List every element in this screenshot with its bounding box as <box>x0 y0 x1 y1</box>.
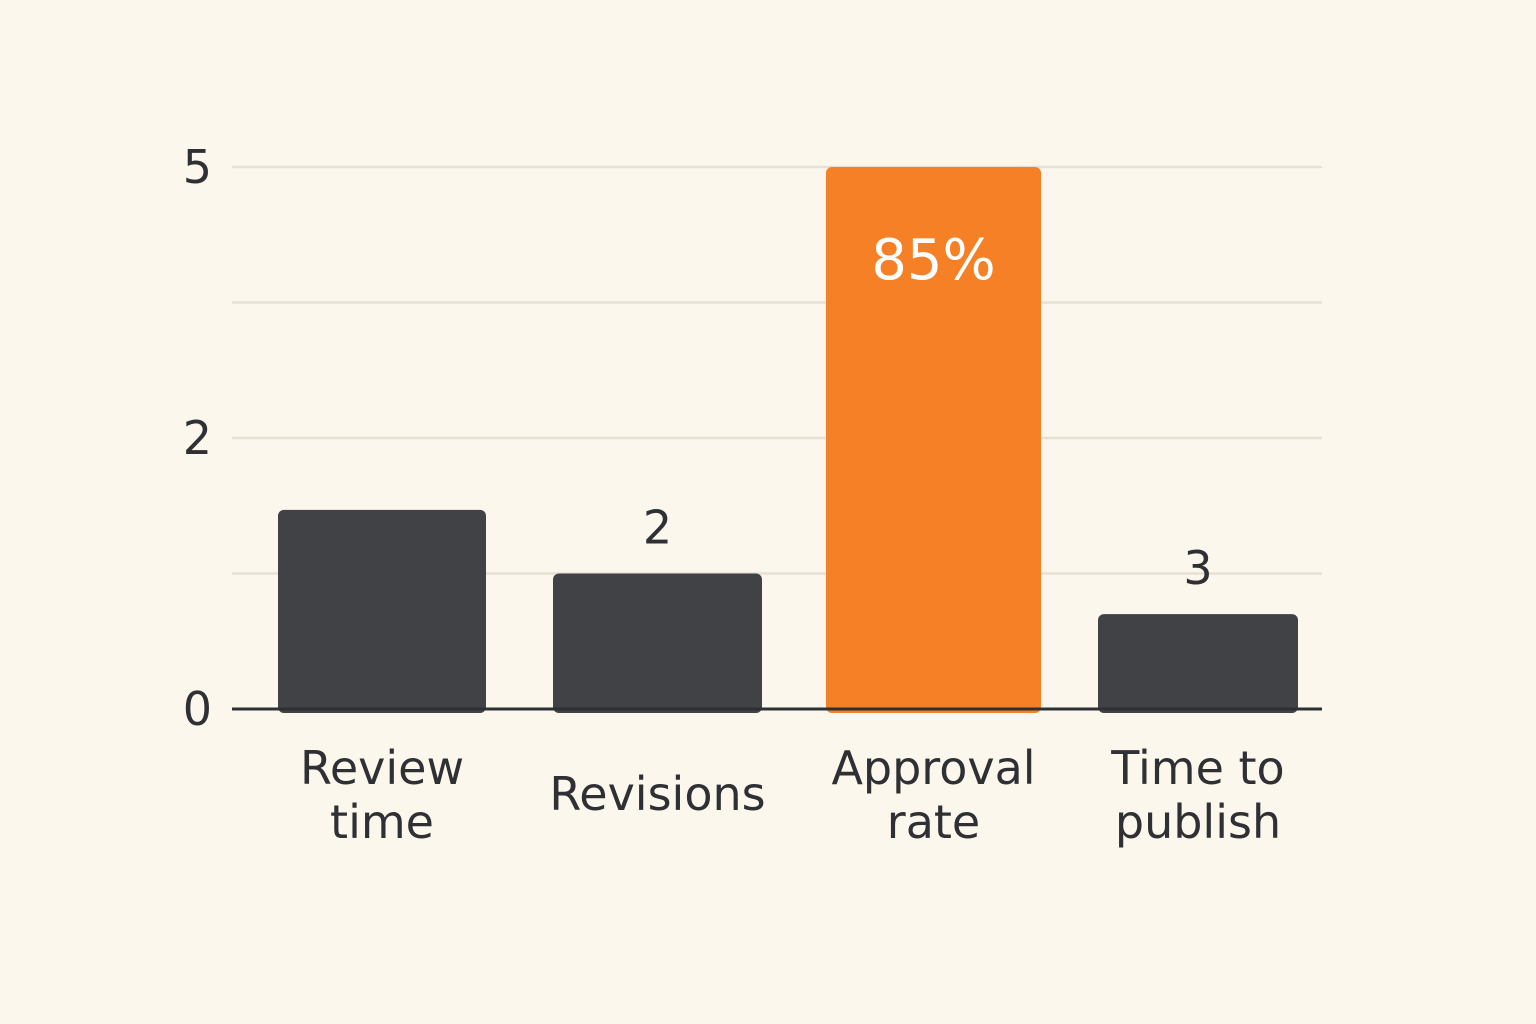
data-labels: 2 85% 3 <box>643 228 1213 595</box>
category-label-2-line-0: Approval <box>831 741 1035 795</box>
y-tick-label: 0 <box>183 682 212 736</box>
y-tick-label: 5 <box>183 140 212 194</box>
bar-3 <box>1098 614 1298 713</box>
category-label-0-line-1: time <box>330 795 434 849</box>
data-label-3: 3 <box>1183 541 1212 595</box>
category-label-1-line-0: Revisions <box>549 767 765 821</box>
bar-2 <box>826 167 1041 713</box>
data-label-1: 2 <box>643 501 672 555</box>
category-label-3-line-1: publish <box>1115 795 1281 849</box>
bar-0 <box>278 509 486 713</box>
category-label-2-line-1: rate <box>887 795 980 849</box>
category-label-3-line-0: Time to <box>1110 741 1284 795</box>
y-axis-ticks: 0 2 5 <box>183 140 212 736</box>
gridlines <box>232 165 1322 575</box>
category-label-0-line-0: Review <box>300 741 464 795</box>
y-tick-label: 2 <box>183 411 212 465</box>
bars <box>278 167 1298 713</box>
bar-1 <box>553 573 762 713</box>
data-label-2: 85% <box>871 228 995 293</box>
